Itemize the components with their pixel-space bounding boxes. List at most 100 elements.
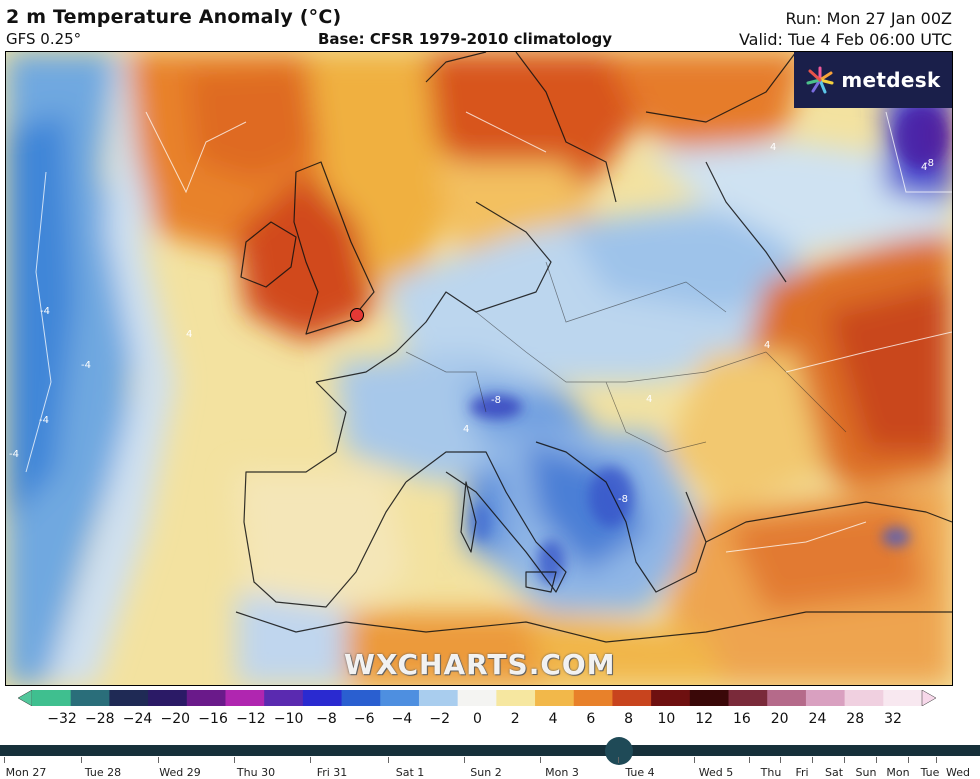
timeline-tick [812, 757, 813, 763]
timeline-day-label[interactable]: Sat 1 [395, 766, 425, 779]
colorbar-tick-label: 4 [548, 711, 558, 727]
timeline-day-label[interactable]: Tue [920, 766, 940, 779]
city-marker [350, 308, 364, 322]
timeline-tick [694, 757, 695, 763]
contour-label: -4 [39, 415, 49, 426]
colorbar-segment [109, 690, 149, 706]
colorbar-segment [32, 690, 72, 706]
colorbar-segment [883, 690, 923, 706]
timeline-tick [464, 757, 465, 763]
timeline-day-label[interactable]: Mon 3 [545, 766, 579, 779]
colorbar-segment [418, 690, 459, 706]
colorbar-tick-label: 6 [586, 711, 596, 727]
timeline-day-label[interactable]: Wed 29 [159, 766, 201, 779]
timeline-day-label[interactable]: Mon [886, 766, 910, 779]
timeline-day-label[interactable]: Sat [824, 766, 844, 779]
timeline-tick [618, 757, 619, 763]
timeline-tick [876, 757, 877, 763]
chart-title: 2 m Temperature Anomaly (°C) [6, 6, 342, 28]
valid-time-label: Valid: Tue 4 Feb 06:00 UTC [738, 30, 952, 49]
colorbar-segment [612, 690, 652, 706]
timeline-track[interactable] [0, 745, 980, 756]
colorbar-tick-label: 32 [884, 711, 902, 727]
contour-label: -4 [40, 306, 50, 317]
contour-label: 4 [463, 424, 469, 435]
colorbar-segment [302, 690, 343, 706]
colorbar-segment [496, 690, 536, 706]
colorbar-tick-label: −20 [160, 711, 191, 727]
timeline-tick [540, 757, 541, 763]
timeline-tick [936, 757, 937, 763]
colorbar-tick-label: −16 [198, 711, 228, 727]
timeline-day-label[interactable]: Thu 30 [236, 766, 276, 779]
colorbar-tick-label: −2 [429, 711, 451, 727]
timeline-tick [310, 757, 311, 763]
contour-label: -8 [924, 158, 934, 169]
timeline-day-label[interactable]: Wed 5 [698, 766, 734, 779]
colorbar-tick-label: 24 [808, 711, 827, 727]
colorbar-segment [264, 690, 304, 706]
timeline-day-label[interactable]: Mon 27 [5, 766, 47, 779]
timeline-tick [844, 757, 845, 763]
colorbar-segment [844, 690, 884, 706]
timeline-tick [780, 757, 781, 763]
colorbar-segment [573, 690, 614, 706]
colorbar-tick-label: −8 [316, 711, 337, 727]
colorbar-segment [380, 690, 420, 706]
colorbar-segment [535, 690, 575, 706]
colorbar-segment [805, 690, 846, 706]
timeline-tick [4, 757, 5, 763]
contour-label: 4 [770, 142, 776, 153]
timeline-slider-handle[interactable] [605, 737, 633, 765]
timeline-tick [81, 757, 82, 763]
temperature-colorbar [18, 690, 936, 706]
timeline-day-label[interactable]: Thu [760, 766, 782, 779]
timeline-day-label[interactable]: Sun [855, 766, 877, 779]
contour-label: 4 [764, 340, 770, 351]
colorbar-segment [148, 690, 188, 706]
contour-label: 4 [186, 329, 192, 340]
base-climatology-label: Base: CFSR 1979-2010 climatology [318, 30, 613, 48]
contour-label: 4 [646, 394, 652, 405]
timeline-day-label[interactable]: Tue 4 [625, 766, 655, 779]
metdesk-logo-text: metdesk [841, 68, 941, 92]
anomaly-map[interactable]: -4 -4 -4 -4 4 4 4 4 -8 -8 -8 4 4 metdesk WXCHARTS.CO… [5, 51, 953, 686]
colorbar-segment [70, 690, 110, 706]
colorbar-tick-label: 28 [846, 711, 865, 727]
colorbar-tick-label: −12 [236, 711, 266, 727]
colorbar-tick-label: −24 [122, 711, 153, 727]
colorbar-tick-label: −28 [84, 711, 115, 727]
colorbar-tick-label: 16 [732, 711, 751, 727]
colorbar-tick-label: −32 [47, 711, 77, 727]
colorbar-segment [651, 690, 691, 706]
colorbar-segment [689, 690, 730, 706]
colorbar-segment [341, 690, 381, 706]
timeline-day-label[interactable]: Sun 2 [470, 766, 502, 779]
timeline-day-label[interactable]: Tue 28 [84, 766, 122, 779]
colorbar-segment [457, 690, 497, 706]
colorbar-tick-label: 10 [657, 711, 676, 727]
colorbar-tick-label: −4 [391, 711, 413, 727]
colorbar-tick-label: −10 [273, 711, 304, 727]
contour-label: 4 [921, 162, 927, 173]
metdesk-logo-icon [806, 66, 834, 94]
colorbar-tick-label: −6 [353, 711, 375, 727]
colorbar-tick-label: 0 [473, 711, 482, 727]
timeline-tick [158, 757, 159, 763]
timeline-day-label[interactable]: Fri 31 [316, 766, 348, 779]
contour-label: -8 [618, 494, 628, 505]
colorbar-min-arrow [18, 690, 33, 706]
model-label: GFS 0.25° [6, 30, 82, 48]
colorbar-tick-label: 8 [624, 711, 634, 727]
contour-label: -4 [81, 360, 91, 371]
timeline-tick [388, 757, 389, 763]
timeline-day-label[interactable]: Fri [795, 766, 809, 779]
timeline-day-label[interactable]: Wed [946, 766, 970, 779]
run-time-label: Run: Mon 27 Jan 00Z [785, 9, 953, 28]
colorbar-segment [728, 690, 768, 706]
timeline-tick [749, 757, 750, 763]
contour-label: -8 [491, 395, 501, 406]
colorbar-tick-label: 2 [510, 711, 520, 727]
contour-label: -4 [9, 449, 19, 460]
